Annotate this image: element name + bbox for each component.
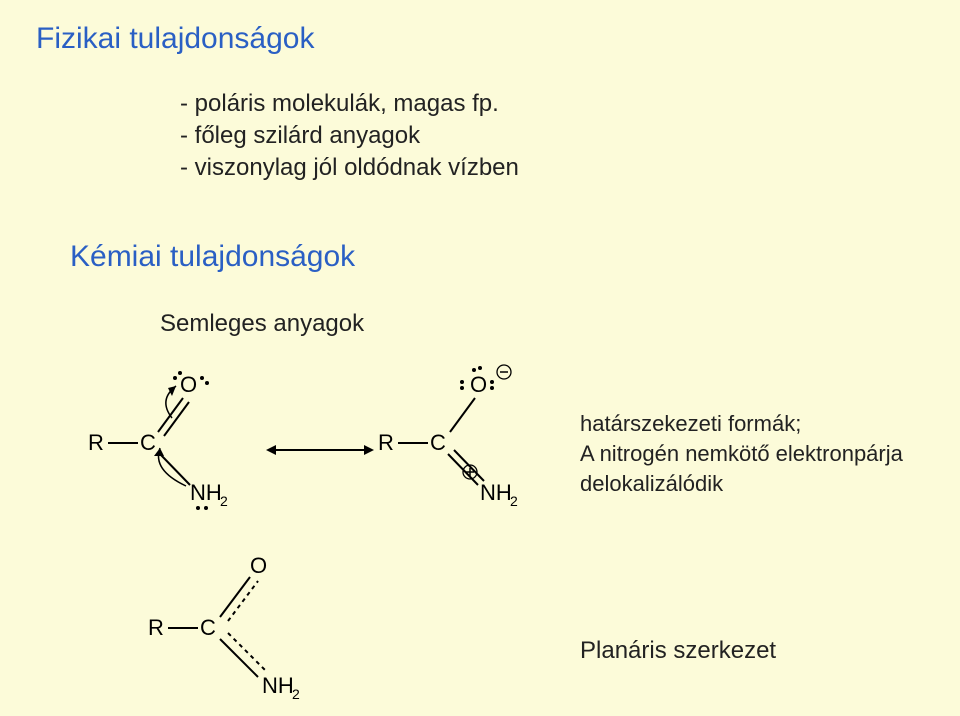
svg-text:2: 2 [510,493,518,509]
label-NH-sub: 2 [220,493,228,509]
page-title: Fizikai tulajdonságok [36,22,314,56]
svg-text:O: O [250,553,267,578]
svg-text:O: O [470,372,487,397]
note-line3: delokalizálódik [580,470,723,499]
svg-text:R: R [378,430,394,455]
bullet-3: - viszonylag jól oldódnak vízben [180,154,519,182]
molecule-left: R C O NH 2 [80,360,260,520]
molecule-right: R C O NH 2 [370,360,550,520]
bullet-1: - poláris molekulák, magas fp. [180,90,499,118]
label-O: O [180,372,197,397]
resonance-arrow [260,430,380,470]
planar-label: Planáris szerkezet [580,635,776,666]
label-C: C [140,430,156,455]
note-line2: A nitrogén nemkötő elektronpárja [580,440,903,469]
note-line1: határszekezeti formák; [580,410,801,439]
chemical-heading: Kémiai tulajdonságok [70,240,355,274]
svg-text:NH: NH [480,480,512,505]
svg-text:C: C [200,615,216,640]
svg-text:NH: NH [262,673,294,698]
svg-text:2: 2 [292,686,300,702]
label-R: R [88,430,104,455]
svg-text:C: C [430,430,446,455]
subheading: Semleges anyagok [160,310,364,338]
svg-text:R: R [148,615,164,640]
bullet-2: - főleg szilárd anyagok [180,122,420,150]
molecule-bottom: R C O NH 2 [140,545,340,715]
label-NH: NH [190,480,222,505]
